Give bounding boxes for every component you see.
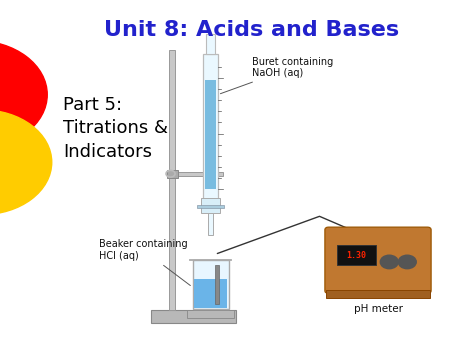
- Text: Unit 8: Acids and Bases: Unit 8: Acids and Bases: [104, 20, 400, 41]
- Bar: [215, 265, 219, 304]
- Bar: [208, 213, 213, 235]
- Bar: [205, 80, 216, 189]
- FancyBboxPatch shape: [166, 170, 178, 178]
- FancyBboxPatch shape: [325, 227, 431, 293]
- Bar: [197, 205, 224, 208]
- Bar: [187, 310, 234, 318]
- Text: Buret containing
NaOH (aq): Buret containing NaOH (aq): [220, 57, 333, 94]
- Circle shape: [0, 41, 47, 149]
- FancyBboxPatch shape: [203, 54, 218, 199]
- FancyBboxPatch shape: [151, 310, 236, 323]
- Circle shape: [398, 255, 416, 269]
- Bar: [194, 279, 227, 308]
- Text: Beaker containing
HCl (aq): Beaker containing HCl (aq): [99, 239, 190, 286]
- Bar: [326, 290, 430, 298]
- Text: pH meter: pH meter: [354, 304, 402, 314]
- Text: Part 5:
Titrations &
Indicators: Part 5: Titrations & Indicators: [63, 96, 168, 161]
- Circle shape: [380, 255, 398, 269]
- FancyBboxPatch shape: [201, 198, 220, 213]
- Circle shape: [0, 110, 52, 215]
- Text: 1.30: 1.30: [346, 251, 366, 260]
- FancyBboxPatch shape: [337, 245, 376, 265]
- FancyBboxPatch shape: [206, 34, 215, 54]
- Bar: [169, 172, 223, 176]
- Bar: [169, 50, 175, 310]
- FancyBboxPatch shape: [193, 260, 229, 309]
